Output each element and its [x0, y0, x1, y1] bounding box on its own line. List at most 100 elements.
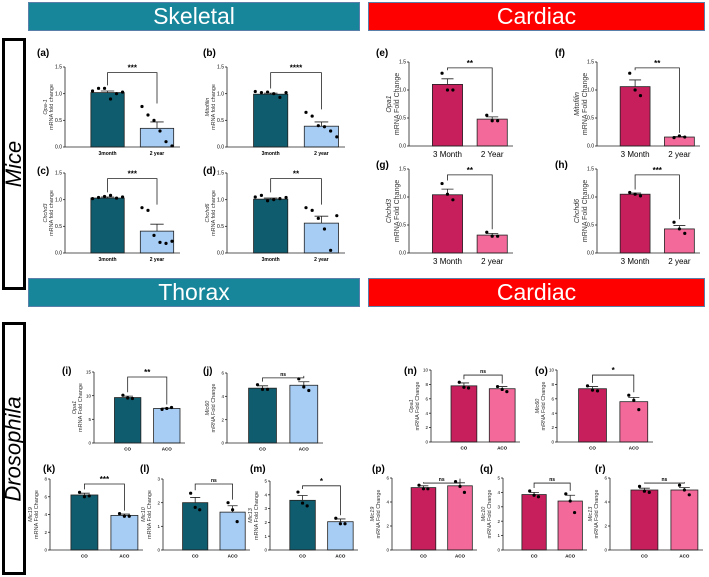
y-axis-title: mRNA fold change [211, 190, 217, 236]
significance-label: ns [480, 369, 486, 375]
error-bar [263, 197, 278, 200]
y-tick-label: 10 [423, 368, 429, 373]
data-point [152, 118, 156, 122]
data-point [440, 71, 444, 75]
species-box-mice: Mice [1, 38, 26, 290]
y-tick-label: 1.0 [399, 195, 406, 201]
y-axis-title: mRNA Fold Change [594, 490, 600, 539]
significance-label: **** [290, 64, 303, 73]
y-tick-label: 0.0 [399, 251, 406, 257]
x-tick-label: ACO [565, 554, 575, 559]
data-point [445, 192, 450, 196]
panel-j: (j) CO ACO 0 2 4 6 Mic60mRNA Fold Change ns [203, 366, 323, 452]
data-point [120, 195, 125, 199]
data-point [568, 499, 572, 503]
data-point [260, 387, 265, 391]
bar-aged [664, 136, 695, 147]
data-point [495, 384, 500, 389]
y-tick-label: 0 [44, 548, 47, 553]
significance-bracket [270, 178, 322, 205]
data-point [235, 520, 239, 524]
x-tick-label: ACO [228, 554, 238, 559]
panel-label: (p) [372, 464, 385, 475]
y-tick-label: 0 [425, 440, 428, 445]
y-tick-label: 6 [221, 371, 224, 376]
y-tick-label: 6 [425, 396, 428, 401]
significance-label: ** [293, 170, 300, 179]
data-point [160, 407, 164, 411]
significance-label: ns [280, 372, 286, 378]
significance-bracket [84, 483, 125, 511]
error-bar [100, 90, 115, 93]
x-tick-label: CO [192, 554, 199, 559]
error-bar [297, 495, 308, 501]
y-tick-label: 4 [386, 500, 389, 505]
bar-control [578, 388, 607, 443]
banner-cardiac-top: Cardiac [368, 2, 705, 31]
data-point [140, 104, 144, 109]
data-point [169, 405, 174, 410]
data-point [458, 484, 462, 488]
bar-aged [219, 511, 246, 551]
x-tick-label: 2 year [668, 150, 691, 159]
data-point [421, 487, 426, 491]
y-axis-label: Mic10mRNA Fold Change [141, 490, 153, 539]
data-point [335, 214, 339, 218]
y-tick-label: 4 [264, 492, 267, 497]
bar-aged [139, 230, 175, 254]
error-bar [150, 223, 164, 232]
y-axis-gene: Chchd3 [386, 199, 393, 223]
significance-label: ** [467, 59, 474, 68]
data-point [231, 508, 235, 512]
y-axis-label: Mic13mRNA Fold Change [248, 491, 260, 540]
y-tick-label: 6 [386, 476, 389, 481]
panel-label: (o) [535, 366, 548, 377]
y-axis-title: mRNA Fold Change [211, 384, 217, 433]
data-point [310, 208, 314, 212]
bar-aged [303, 222, 339, 254]
y-tick-label: 0.0 [587, 144, 594, 150]
data-point [505, 390, 509, 394]
bar-control [253, 198, 289, 254]
data-point [164, 140, 168, 144]
panel-label: (h) [555, 160, 568, 171]
data-point [647, 490, 651, 494]
data-point [259, 193, 264, 197]
data-point [632, 398, 636, 402]
bar-aged [670, 489, 699, 551]
panel-b: (b) 3month 2 year 0.0 0.5 1.0 1.5 MitofilinmRNA… [203, 48, 345, 157]
data-point [284, 195, 288, 200]
x-tick-label: CO [81, 554, 88, 559]
data-point [158, 240, 162, 244]
y-axis-gene: Chchd6 [205, 203, 211, 223]
y-axis-label: Opa1mRNA Fold Change [386, 73, 401, 135]
data-point [445, 88, 450, 92]
panel-a: (a) 3month 2 year 0.0 0.5 1.0 1.5 Opa-1mRNA fol… [37, 48, 180, 157]
panel-label: (l) [140, 464, 149, 475]
significance-bracket [634, 67, 680, 133]
significance-bracket [463, 374, 503, 384]
x-tick-label: 3month [99, 257, 117, 263]
x-tick-label: CO [531, 554, 538, 559]
data-point [307, 388, 311, 393]
y-tick-label: 2 [497, 519, 500, 524]
y-tick-label: 0.5 [217, 224, 224, 230]
data-point [496, 234, 500, 238]
x-tick-label: 2 year [150, 151, 165, 157]
y-tick-label: 4 [551, 411, 554, 416]
y-axis-label: Mic13mRNA Fold Change [588, 490, 600, 539]
bar-aged [327, 521, 354, 551]
data-point [466, 386, 471, 390]
panel-q: (q) CO ACO 0 1 2 3 4 5 Mic10mRNA Fold Change ns [480, 464, 587, 559]
significance-bracket [262, 375, 305, 382]
data-point [417, 483, 421, 487]
data-point [102, 86, 107, 90]
data-point [284, 91, 288, 95]
data-point [121, 393, 125, 397]
data-point [485, 230, 489, 234]
bar-aged [476, 118, 508, 147]
data-point [265, 387, 270, 391]
significance-bracket [127, 376, 168, 405]
significance-label: * [320, 477, 324, 486]
data-point [253, 89, 257, 94]
